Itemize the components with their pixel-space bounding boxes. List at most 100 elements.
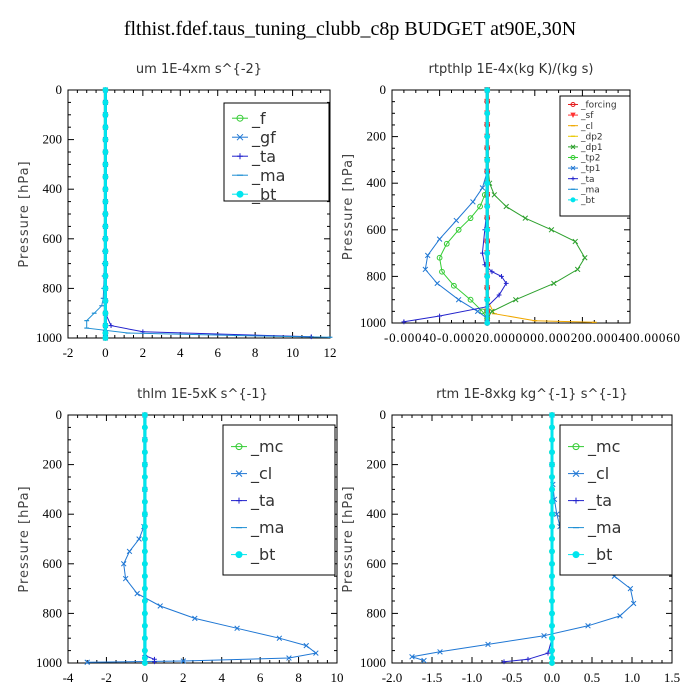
panel-rtpthlp-ytick-label: 800 (367, 268, 387, 283)
panel-rtpthlp-series-tp2-point (439, 268, 445, 275)
panel-um-series-bt-point (102, 310, 109, 317)
panel-um-series-bt-point (102, 124, 109, 131)
panel-rtpthlp-legend-label: _dp1 (580, 143, 603, 153)
panel-um-series-ta-point (108, 323, 114, 328)
panel-thlm-legend-label: _cl (250, 464, 272, 484)
panel-rtm-xtick-label: 0.5 (584, 670, 600, 685)
panel-rtm-xtick-label: 1.5 (664, 670, 680, 685)
panel-rtpthlp-series-tp1-point (424, 252, 431, 259)
panel-thlm-xtick-label: 10 (331, 670, 344, 685)
panel-thlm-xtick-label: 0 (142, 670, 149, 685)
panel-thlm-series-bt-point (141, 486, 148, 493)
panel-rtpthlp-xtick-labels: -0.00040-0.00020.0000000.000200.000400.0… (384, 330, 680, 345)
panel-um-series-bt-point (102, 198, 109, 205)
panel-thlm-series-bt-point (141, 560, 148, 567)
panel-thlm-series-cl-point (157, 603, 163, 609)
panel-thlm-series-cl-point (303, 642, 310, 649)
panel-thlm-series-cl-point (120, 561, 127, 567)
panel-rtpthlp-series-bt-point (484, 250, 491, 257)
panel-thlm-legend (222, 424, 336, 576)
panel-rtpthlp-series-dp1-point (491, 192, 498, 198)
panel-rtpthlp-series-tp2-point (467, 215, 474, 222)
panel-rtpthlp-series-bt-point (484, 273, 491, 280)
panel-rtpthlp-ytick-label: 0 (380, 82, 387, 97)
panel-thlm-series-bt-point (141, 498, 148, 505)
panel-rtpthlp-series-tp2-point (455, 226, 462, 233)
panel-um-xtick-label: 10 (286, 345, 299, 360)
panel-um-xtick-label: 6 (214, 345, 221, 360)
panel-thlm-series-bt-point (141, 536, 148, 542)
panel-thlm-series-cl-point (276, 635, 283, 641)
panel-um-series-bt-point (102, 248, 109, 255)
panel-um-legend-label: _gf (251, 128, 276, 148)
panel-rtm-series-bt-point (549, 622, 555, 629)
panel-rtpthlp-series-ta-point (480, 250, 485, 256)
panel-um-series-bt-point (102, 322, 109, 329)
panel-um-series-bt-point (102, 211, 109, 217)
panel-um-ylabel: Pressure [hPa] (17, 160, 32, 267)
panel-rtpthlp-series-bt-point (484, 226, 491, 233)
panel-rtm-series-cl-point (485, 641, 491, 648)
panel-rtm-series-cl-point (585, 623, 591, 629)
panel-rtm-ylabel: Pressure [hPa] (341, 485, 356, 592)
panel-um-series-bt-point (102, 173, 109, 180)
panel-um-ytick-label: 200 (43, 132, 63, 147)
panel-rtpthlp-ytick-label: 400 (367, 175, 387, 190)
panel-thlm-series-bt-point (141, 655, 148, 661)
panel-thlm-ytick-label: 800 (43, 605, 63, 620)
panel-rtpthlp-legend-label: _forcing (580, 101, 617, 111)
panel-thlm-series-bt-point (141, 523, 148, 530)
panel-um-ytick-label: 800 (43, 280, 63, 295)
panel-um-legend-label: _ma (251, 166, 285, 186)
panel-rtpthlp-ylabel: Pressure [hPa] (341, 153, 356, 260)
panel-rtm-legend-marker (572, 470, 580, 477)
panel-thlm-series-bt-point (141, 622, 148, 629)
panel-rtm-legend-marker (573, 497, 579, 504)
panel-rtm-series-bt-point (549, 436, 555, 443)
panel-rtpthlp-series-ta-point (499, 274, 504, 279)
panel-thlm-legend-label: _mc (250, 437, 283, 457)
panel-rtm-series-bt-point (549, 647, 555, 654)
panel-rtm-series-ta-point (525, 656, 531, 662)
panel-rtm-series-cl-point (437, 649, 443, 655)
panel-rtpthlp-legend-marker (570, 144, 576, 150)
panel-rtpthlp-series-dp1-point (503, 203, 509, 210)
panel-rtpthlp-series-tp2-point (479, 308, 486, 315)
panel-rtpthlp-series-bt-point (484, 320, 491, 326)
panel-thlm-series-cl-point (136, 536, 142, 542)
panel-thlm-series-cl-point (126, 548, 133, 555)
panel-rtm-series-ta-point (545, 650, 551, 656)
panel-rtpthlp-legend-label: _ma (580, 185, 600, 195)
panel-thlm-legend-marker (235, 443, 243, 451)
panel-thlm-ytick-label: 600 (43, 556, 63, 571)
panel-thlm-series-bt-point (141, 610, 148, 617)
panel-thlm-series-cl-point (84, 659, 90, 666)
panel-thlm-legend-label: _ta (250, 491, 275, 511)
panel-thlm-title: thlm 1E-5xK s^{-1} (137, 387, 268, 402)
panel-um-series-bt-point (102, 285, 109, 292)
panel-rtm-series-bt-point (549, 498, 555, 505)
panel-um-series-bt-point (102, 297, 109, 304)
panel-rtpthlp-legend-label: _dp2 (580, 132, 603, 142)
panel-rtpthlp-series-dp1-point (489, 308, 495, 315)
panel-thlm-ytick-label: 200 (43, 457, 63, 472)
panel-thlm-series-cl-point (192, 615, 198, 622)
panel-rtm-ytick-label: 200 (367, 457, 387, 472)
panel-thlm-series-ta-point (152, 659, 157, 665)
panel-rtm-series-bt-point (549, 536, 555, 542)
panel-rtm-xtick-label: -0.5 (502, 670, 523, 685)
panel-rtpthlp-series-tp2-point (436, 254, 443, 261)
panel-rtpthlp-series-tp1-point (434, 280, 440, 287)
panel-um-series-bt-point (102, 149, 109, 155)
panel-um-ytick-label: 0 (56, 82, 63, 97)
panel-rtpthlp-legend-marker (570, 112, 576, 118)
panel-um-series-bt-point (102, 260, 109, 267)
panel-rtm-legend-label: _bt (587, 545, 612, 565)
panel-um-xtick-label: 12 (324, 345, 337, 360)
panel-rtm-series-bt-point (549, 474, 555, 480)
panel-rtpthlp-series-dp1-point (548, 227, 555, 233)
panel-rtpthlp-series-tp1-line (424, 90, 488, 319)
panel-rtm-series-bt-point (549, 660, 555, 666)
panel-thlm-xtick-label: 8 (295, 670, 302, 685)
panel-thlm-series-bt-point (141, 412, 148, 418)
